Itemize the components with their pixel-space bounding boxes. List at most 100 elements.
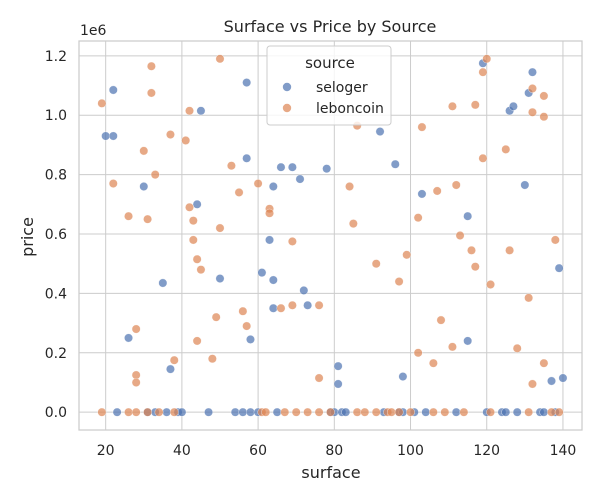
x-axis-label: surface bbox=[301, 463, 360, 482]
x-tick-label: 120 bbox=[473, 443, 500, 459]
x-tick-label: 60 bbox=[249, 443, 267, 459]
data-point-leboncoin bbox=[196, 265, 206, 275]
data-point-leboncoin bbox=[482, 54, 492, 64]
y-tick-label: 0.8 bbox=[45, 168, 67, 184]
data-point-seloger bbox=[204, 407, 214, 417]
data-point-leboncoin bbox=[528, 379, 537, 389]
data-point-leboncoin bbox=[406, 407, 415, 417]
legend-box bbox=[266, 45, 392, 126]
data-point-seloger bbox=[265, 235, 274, 245]
data-point-seloger bbox=[333, 379, 343, 389]
data-point-leboncoin bbox=[146, 61, 156, 71]
data-point-leboncoin bbox=[413, 348, 423, 358]
data-point-leboncoin bbox=[554, 407, 564, 417]
data-point-leboncoin bbox=[486, 280, 495, 289]
data-point-leboncoin bbox=[131, 370, 141, 380]
data-point-leboncoin bbox=[124, 407, 133, 417]
data-point-leboncoin bbox=[440, 407, 450, 417]
data-point-leboncoin bbox=[192, 336, 202, 346]
data-point-leboncoin bbox=[108, 179, 118, 188]
data-point-leboncoin bbox=[486, 407, 495, 417]
data-point-leboncoin bbox=[326, 407, 335, 417]
data-point-leboncoin bbox=[371, 407, 381, 417]
data-point-leboncoin bbox=[501, 144, 511, 154]
data-point-seloger bbox=[501, 407, 511, 417]
data-point-seloger bbox=[299, 285, 309, 295]
data-point-leboncoin bbox=[314, 300, 324, 310]
x-tick-label: 20 bbox=[97, 443, 115, 459]
data-point-leboncoin bbox=[238, 306, 248, 316]
data-point-leboncoin bbox=[428, 407, 438, 417]
data-point-leboncoin bbox=[185, 202, 194, 212]
data-point-leboncoin bbox=[143, 407, 153, 417]
data-point-leboncoin bbox=[265, 208, 274, 218]
x-tick-label: 140 bbox=[550, 443, 577, 459]
data-point-leboncoin bbox=[143, 214, 153, 224]
data-point-leboncoin bbox=[451, 180, 461, 190]
data-point-leboncoin bbox=[394, 407, 404, 417]
data-point-leboncoin bbox=[428, 358, 438, 368]
data-point-seloger bbox=[295, 174, 305, 184]
data-point-seloger bbox=[512, 407, 522, 417]
data-point-leboncoin bbox=[447, 342, 457, 352]
data-point-seloger bbox=[215, 274, 225, 284]
data-point-leboncoin bbox=[215, 54, 225, 64]
data-point-seloger bbox=[463, 336, 473, 346]
y-tick-label: 0.0 bbox=[45, 405, 67, 421]
x-tick-label: 100 bbox=[397, 443, 424, 459]
data-point-leboncoin bbox=[314, 407, 324, 417]
data-point-seloger bbox=[451, 407, 461, 417]
data-point-leboncoin bbox=[226, 161, 236, 171]
data-point-leboncoin bbox=[131, 378, 141, 387]
data-point-seloger bbox=[558, 373, 568, 383]
data-point-leboncoin bbox=[539, 112, 549, 122]
x-tick-label: 40 bbox=[173, 443, 191, 459]
data-point-leboncoin bbox=[371, 259, 381, 269]
data-point-leboncoin bbox=[97, 407, 107, 417]
y-offset-label: 1e6 bbox=[80, 23, 107, 39]
data-point-seloger bbox=[124, 333, 133, 343]
data-point-leboncoin bbox=[470, 100, 480, 110]
data-point-leboncoin bbox=[276, 303, 286, 313]
data-point-leboncoin bbox=[287, 300, 297, 310]
y-tick-label: 1.2 bbox=[45, 49, 67, 65]
data-point-seloger bbox=[238, 407, 248, 417]
data-point-leboncoin bbox=[169, 407, 179, 417]
data-point-seloger bbox=[303, 300, 313, 310]
legend: source seloger leboncoin bbox=[266, 45, 392, 126]
data-point-leboncoin bbox=[447, 101, 457, 111]
data-point-seloger bbox=[246, 407, 255, 417]
data-point-seloger bbox=[112, 407, 122, 417]
data-point-seloger bbox=[398, 372, 408, 381]
data-point-leboncoin bbox=[345, 182, 355, 191]
data-point-leboncoin bbox=[348, 219, 358, 229]
data-point-leboncoin bbox=[524, 407, 534, 417]
data-point-leboncoin bbox=[436, 315, 446, 325]
data-point-seloger bbox=[139, 182, 149, 191]
data-point-seloger bbox=[177, 407, 187, 417]
data-point-seloger bbox=[108, 131, 118, 141]
data-point-leboncoin bbox=[242, 321, 252, 331]
x-tick-label: 80 bbox=[325, 443, 343, 459]
data-point-leboncoin bbox=[352, 407, 362, 417]
data-point-leboncoin bbox=[432, 186, 442, 196]
data-point-leboncoin bbox=[528, 84, 537, 93]
data-point-leboncoin bbox=[528, 107, 537, 117]
data-point-leboncoin bbox=[154, 407, 164, 417]
data-point-seloger bbox=[390, 159, 400, 169]
data-point-leboncoin bbox=[524, 293, 534, 303]
data-point-leboncoin bbox=[181, 136, 191, 145]
data-point-leboncoin bbox=[539, 358, 549, 368]
data-point-leboncoin bbox=[402, 250, 412, 260]
legend-marker-leboncoin bbox=[282, 103, 292, 113]
data-point-leboncoin bbox=[459, 407, 469, 417]
data-point-leboncoin bbox=[97, 98, 107, 108]
data-point-leboncoin bbox=[539, 91, 549, 101]
data-point-leboncoin bbox=[150, 170, 160, 180]
data-point-leboncoin bbox=[291, 407, 301, 417]
data-point-leboncoin bbox=[185, 106, 194, 116]
data-point-seloger bbox=[463, 211, 473, 221]
data-point-seloger bbox=[539, 407, 549, 417]
y-tick-label: 0.4 bbox=[45, 286, 67, 302]
